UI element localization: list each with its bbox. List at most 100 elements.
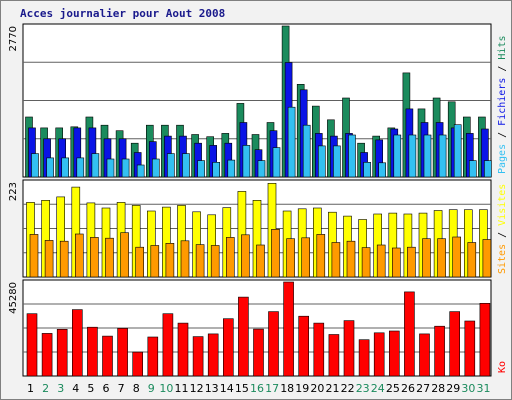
bar-pages-day-15 bbox=[242, 145, 251, 178]
legend-separator: / bbox=[497, 60, 508, 78]
x-tick-label-day-2: 2 bbox=[42, 382, 49, 395]
bar-sites-day-27 bbox=[422, 238, 431, 278]
bar-ko-day-17 bbox=[268, 311, 279, 377]
bar-ko-day-12 bbox=[192, 336, 204, 377]
bar-ko-day-23 bbox=[358, 339, 370, 377]
bar-sites-day-22 bbox=[346, 240, 356, 278]
bar-pages-day-1 bbox=[31, 153, 39, 178]
y-max-label: 45280 bbox=[8, 282, 19, 314]
bar-pages-day-11 bbox=[182, 153, 190, 178]
bar-ko-day-13 bbox=[207, 333, 219, 377]
x-tick-label-day-21: 21 bbox=[326, 382, 340, 395]
legend: Ko bbox=[497, 361, 508, 373]
legend: Sites / Visites bbox=[497, 184, 508, 274]
bar-pages-day-28 bbox=[438, 134, 447, 178]
x-tick-label-day-24: 24 bbox=[371, 382, 385, 395]
bar-ko-day-2 bbox=[41, 333, 53, 377]
x-tick-label-day-20: 20 bbox=[310, 382, 324, 395]
bar-pages-day-3 bbox=[61, 157, 70, 178]
x-tick-label-day-3: 3 bbox=[57, 382, 64, 395]
bar-sites-day-10 bbox=[165, 243, 175, 278]
series-ko bbox=[26, 281, 491, 377]
bar-sites-day-14 bbox=[226, 237, 235, 278]
x-tick-label-day-12: 12 bbox=[190, 382, 204, 395]
bar-sites-day-12 bbox=[195, 244, 205, 278]
bar-pages-day-30 bbox=[468, 160, 477, 178]
bar-sites-day-15 bbox=[241, 234, 250, 278]
x-tick-label-day-23: 23 bbox=[356, 382, 370, 395]
bar-sites-day-19 bbox=[301, 237, 311, 278]
bar-pages-day-25 bbox=[393, 134, 402, 178]
bar-ko-day-20 bbox=[313, 322, 325, 377]
legend: Pages / Fichiers / Hits bbox=[497, 36, 508, 175]
legend-entry-visites: Visites bbox=[497, 184, 508, 226]
bar-sites-day-31 bbox=[482, 239, 492, 278]
bar-ko-day-28 bbox=[434, 325, 445, 377]
legend-entry-ko: Ko bbox=[497, 361, 508, 373]
x-tick-label-day-19: 19 bbox=[295, 382, 309, 395]
bar-ko-day-18 bbox=[283, 281, 294, 377]
x-tick-label-day-31: 31 bbox=[477, 382, 491, 395]
bar-pages-day-16 bbox=[257, 160, 266, 178]
bar-sites-day-5 bbox=[90, 237, 99, 278]
bar-ko-day-5 bbox=[87, 326, 98, 377]
bar-sites-day-6 bbox=[105, 237, 114, 278]
x-tick-label-day-6: 6 bbox=[103, 382, 110, 395]
bar-sites-day-18 bbox=[286, 238, 295, 278]
legend-separator: / bbox=[497, 126, 508, 144]
bar-sites-day-3 bbox=[59, 240, 69, 278]
bar-ko-day-16 bbox=[253, 328, 264, 377]
bar-ko-day-10 bbox=[162, 313, 174, 377]
bar-pages-day-10 bbox=[167, 153, 175, 178]
bar-sites-day-1 bbox=[29, 234, 39, 278]
bar-pages-day-4 bbox=[76, 157, 85, 178]
bar-ko-day-25 bbox=[388, 330, 400, 377]
bar-sites-day-7 bbox=[120, 232, 129, 278]
x-tick-label-day-30: 30 bbox=[461, 382, 475, 395]
bar-pages-day-12 bbox=[197, 160, 205, 178]
bar-pages-day-29 bbox=[453, 124, 462, 178]
bar-pages-day-19 bbox=[302, 124, 311, 178]
y-max-label: 223 bbox=[8, 182, 19, 201]
bar-pages-day-5 bbox=[91, 153, 100, 178]
bar-pages-day-21 bbox=[333, 145, 341, 178]
legend-entry-pages: Pages bbox=[497, 144, 508, 174]
x-tick-label-day-26: 26 bbox=[401, 382, 415, 395]
x-tick-label-day-14: 14 bbox=[220, 382, 234, 395]
bar-ko-day-4 bbox=[72, 309, 83, 377]
bar-sites-day-26 bbox=[407, 246, 416, 278]
bar-ko-day-27 bbox=[419, 333, 430, 377]
chart-title: Acces journalier pour Aout 2008 bbox=[20, 7, 225, 20]
x-tick-label-day-8: 8 bbox=[133, 382, 140, 395]
bar-sites-day-28 bbox=[437, 238, 446, 278]
bar-pages-day-6 bbox=[106, 158, 115, 178]
x-tick-label-day-17: 17 bbox=[265, 382, 279, 395]
bar-pages-day-20 bbox=[317, 145, 326, 178]
x-tick-label-day-16: 16 bbox=[250, 382, 264, 395]
bar-ko-day-14 bbox=[223, 318, 234, 377]
bar-pages-day-27 bbox=[423, 134, 432, 178]
bar-sites-day-13 bbox=[210, 245, 220, 278]
bar-sites-day-11 bbox=[180, 240, 190, 278]
bar-pages-day-17 bbox=[272, 147, 281, 178]
bar-sites-day-9 bbox=[150, 245, 160, 278]
bar-sites-day-30 bbox=[467, 242, 477, 278]
x-tick-label-day-13: 13 bbox=[205, 382, 219, 395]
bar-pages-day-2 bbox=[46, 157, 54, 178]
bar-pages-day-24 bbox=[378, 162, 387, 178]
x-tick-label-day-27: 27 bbox=[416, 382, 430, 395]
x-tick-label-day-15: 15 bbox=[235, 382, 249, 395]
bar-ko-day-24 bbox=[373, 332, 385, 377]
bar-sites-day-8 bbox=[135, 246, 144, 278]
x-tick-label-day-7: 7 bbox=[118, 382, 125, 395]
x-tick-label-day-18: 18 bbox=[280, 382, 294, 395]
bar-pages-day-31 bbox=[484, 160, 492, 178]
legend-entry-sites: Sites bbox=[497, 244, 508, 274]
bar-pages-day-23 bbox=[363, 162, 371, 178]
bar-ko-day-21 bbox=[328, 334, 340, 377]
x-tick-label-day-22: 22 bbox=[341, 382, 355, 395]
bar-sites-day-21 bbox=[331, 242, 341, 278]
bar-sites-day-4 bbox=[75, 233, 84, 278]
bar-ko-day-31 bbox=[479, 302, 491, 377]
